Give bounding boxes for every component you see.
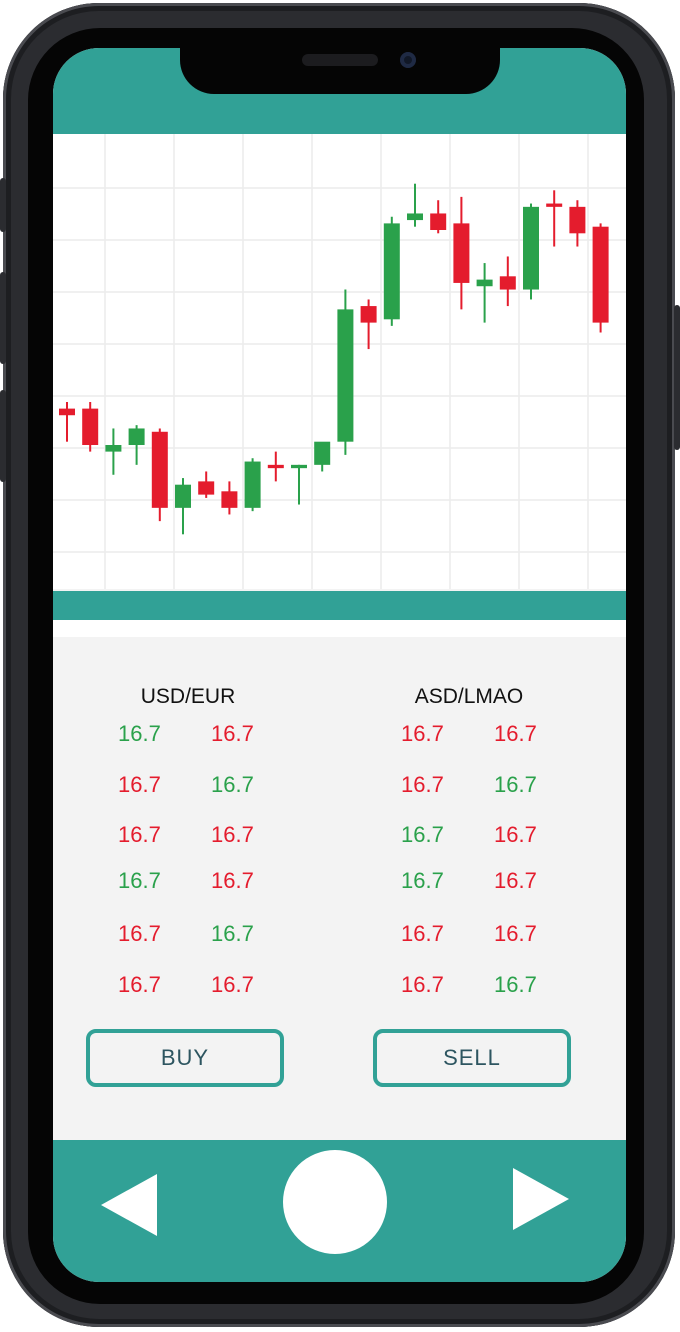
candle bbox=[499, 256, 516, 307]
candle-body bbox=[175, 484, 191, 508]
chart-bottom-bar bbox=[53, 591, 626, 620]
earpiece-speaker bbox=[302, 54, 378, 66]
front-camera bbox=[400, 52, 416, 68]
pair-title-asd-lmao: ASD/LMAO bbox=[414, 685, 524, 708]
quote-value: 16.7 bbox=[118, 772, 161, 797]
candle bbox=[221, 481, 238, 515]
quote-value: 16.7 bbox=[494, 972, 537, 997]
candle-body bbox=[105, 445, 122, 452]
candle bbox=[546, 190, 563, 247]
quote-value: 16.7 bbox=[211, 822, 254, 847]
quotes-panel: USD/EUR ASD/LMAO 16.7 16.7 16.7 16.7 16.7 16.… bbox=[53, 637, 626, 1140]
candle bbox=[82, 402, 99, 452]
candle-body bbox=[592, 226, 609, 323]
quote-value: 16.7 bbox=[211, 972, 254, 997]
candle-body bbox=[337, 309, 354, 442]
pair-title-usd-eur: USD/EUR bbox=[140, 685, 236, 708]
candle bbox=[59, 402, 75, 442]
quote-value: 16.7 bbox=[401, 972, 444, 997]
candle bbox=[337, 289, 354, 455]
forward-triangle-icon[interactable] bbox=[513, 1168, 569, 1230]
quote-value: 16.7 bbox=[118, 822, 161, 847]
phone-notch bbox=[180, 48, 500, 94]
candle bbox=[267, 451, 284, 482]
candle-body bbox=[476, 279, 493, 287]
candle-body bbox=[499, 276, 516, 290]
phone-side-button bbox=[0, 178, 6, 232]
chart-svg bbox=[53, 134, 626, 589]
candlestick-chart bbox=[53, 134, 626, 589]
candle-body bbox=[453, 223, 470, 283]
candle-body bbox=[82, 408, 99, 445]
quote-value: 16.7 bbox=[211, 721, 254, 746]
app-screen: USD/EUR ASD/LMAO 16.7 16.7 16.7 16.7 16.7 16.… bbox=[53, 48, 626, 1282]
candle-body bbox=[383, 223, 400, 320]
candle bbox=[105, 428, 122, 475]
candle-body bbox=[569, 206, 586, 234]
quote-value: 16.7 bbox=[401, 721, 444, 746]
quote-value: 16.7 bbox=[211, 868, 254, 893]
candle-body bbox=[151, 431, 168, 508]
candle-body bbox=[244, 461, 261, 508]
candle-body bbox=[59, 408, 75, 416]
phone-power-button bbox=[674, 305, 680, 450]
buy-button[interactable]: BUY bbox=[86, 1029, 284, 1087]
candle-body bbox=[198, 481, 215, 495]
candle-body bbox=[430, 213, 447, 230]
quote-value: 16.7 bbox=[494, 772, 537, 797]
candle bbox=[430, 200, 447, 234]
candle bbox=[360, 299, 377, 350]
quote-value: 16.7 bbox=[211, 921, 254, 946]
candle bbox=[523, 203, 539, 300]
quote-value: 16.7 bbox=[211, 772, 254, 797]
candle-body bbox=[360, 306, 377, 323]
quote-value: 16.7 bbox=[401, 772, 444, 797]
candle-body bbox=[128, 428, 145, 445]
quote-value: 16.7 bbox=[494, 921, 537, 946]
candle-body bbox=[314, 441, 331, 465]
candle bbox=[592, 223, 609, 333]
candle-body bbox=[407, 213, 423, 221]
candle bbox=[407, 183, 423, 227]
quote-value: 16.7 bbox=[494, 721, 537, 746]
phone-volume-down-button bbox=[0, 390, 6, 482]
candle-body bbox=[291, 464, 307, 469]
home-circle-button[interactable] bbox=[283, 1150, 387, 1254]
quote-value: 16.7 bbox=[118, 868, 161, 893]
chart-divider bbox=[53, 620, 626, 637]
candle bbox=[198, 471, 215, 498]
candle bbox=[453, 196, 470, 310]
candle bbox=[128, 425, 145, 465]
back-triangle-icon[interactable] bbox=[101, 1174, 157, 1236]
candle bbox=[476, 263, 493, 323]
candle bbox=[383, 216, 400, 326]
candle bbox=[175, 478, 191, 535]
candle-body bbox=[221, 491, 238, 508]
phone-volume-up-button bbox=[0, 272, 6, 364]
bottom-nav-bar bbox=[53, 1140, 626, 1282]
candle bbox=[151, 428, 168, 522]
sell-button[interactable]: SELL bbox=[373, 1029, 571, 1087]
candle bbox=[291, 464, 307, 505]
quote-value: 16.7 bbox=[118, 921, 161, 946]
candle bbox=[244, 458, 261, 512]
quote-value: 16.7 bbox=[118, 972, 161, 997]
candle-body bbox=[267, 464, 284, 469]
quote-value: 16.7 bbox=[401, 921, 444, 946]
quote-value: 16.7 bbox=[401, 822, 444, 847]
quote-value: 16.7 bbox=[401, 868, 444, 893]
candle bbox=[569, 200, 586, 247]
candle-body bbox=[523, 206, 539, 290]
candle-body bbox=[546, 203, 563, 207]
quote-value: 16.7 bbox=[494, 822, 537, 847]
quote-value: 16.7 bbox=[118, 721, 161, 746]
candle bbox=[314, 441, 331, 472]
quote-value: 16.7 bbox=[494, 868, 537, 893]
